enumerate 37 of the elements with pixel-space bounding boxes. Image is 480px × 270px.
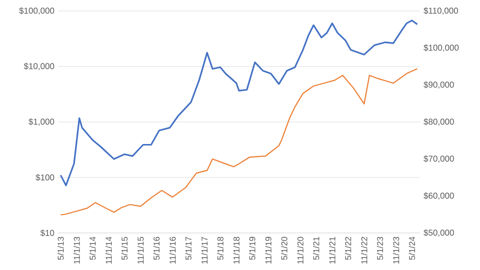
x-tick-label: 5/1/13 — [58, 236, 64, 260]
x-tick-label: 11/1/13 — [74, 236, 80, 264]
x-tick-label: 5/1/22 — [344, 236, 352, 260]
y-tick-label: $100 — [36, 174, 54, 181]
x-tick-label: 11/1/21 — [329, 236, 336, 264]
y2-tick-label: $110,000 — [424, 7, 458, 15]
x-tick-label: 11/1/22 — [360, 236, 368, 264]
x-tick-label: 11/1/23 — [392, 236, 400, 264]
x-tick-label: 5/1/23 — [376, 236, 384, 260]
y2-tick-label: $90,000 — [424, 81, 454, 89]
x-tick-label: 5/1/17 — [185, 236, 192, 260]
x-tick-label: 11/1/19 — [265, 236, 272, 264]
x-tick-label: 11/1/14 — [106, 236, 112, 264]
x-tick-label: 11/1/16 — [169, 236, 176, 264]
x-tick-label: 11/1/15 — [137, 236, 144, 264]
x-tick-label: 5/1/21 — [312, 236, 320, 260]
y-tick-label: $1,000 — [28, 118, 54, 126]
y2-tick-label: $80,000 — [424, 118, 454, 126]
x-tick-label: 5/1/14 — [89, 236, 96, 260]
line-series — [60, 68, 418, 216]
y-tick-label: $10 — [40, 230, 54, 236]
x-tick-label: 5/1/20 — [281, 236, 288, 260]
line-series — [60, 20, 418, 186]
y-tick-label: $100,000 — [19, 7, 54, 15]
y2-tick-label: $50,000 — [424, 229, 454, 237]
x-tick-label: 5/1/18 — [217, 236, 224, 260]
y-tick-label: $10,000 — [24, 62, 54, 70]
x-tick-label: 5/1/19 — [249, 236, 256, 260]
x-tick-label: 5/1/16 — [153, 236, 160, 260]
x-tick-label: 11/1/20 — [297, 236, 304, 264]
x-tick-label: 5/1/15 — [121, 236, 128, 260]
y2-tick-label: $60,000 — [424, 192, 454, 200]
x-tick-label: 11/1/17 — [201, 236, 208, 264]
y2-tick-label: $70,000 — [424, 155, 454, 163]
y2-tick-label: $100,000 — [424, 44, 459, 52]
x-tick-label: 5/1/24 — [408, 236, 416, 260]
x-tick-label: 11/1/18 — [233, 236, 240, 264]
